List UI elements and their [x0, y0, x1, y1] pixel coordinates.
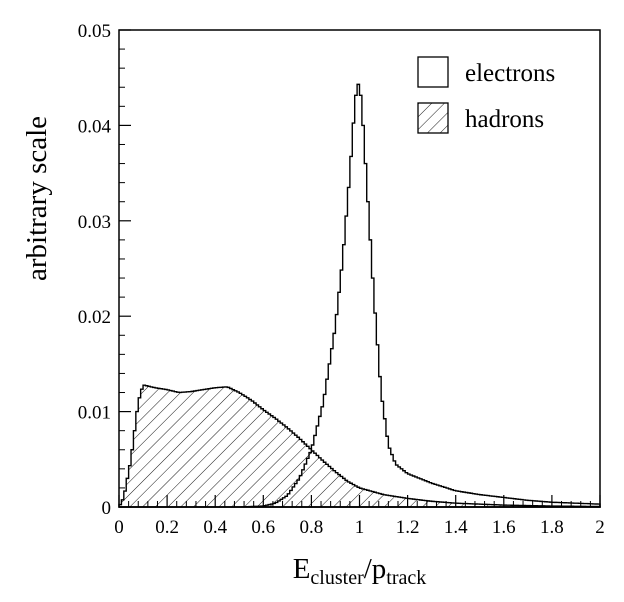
- x-axis-title-sep: /p: [364, 553, 387, 585]
- legend-swatch-electrons: [417, 56, 449, 88]
- x-tick-label: 1.2: [396, 517, 420, 538]
- y-tick-label: 0: [102, 498, 112, 519]
- y-axis: 0 0.01 0.02 0.03 0.04 0.05: [78, 21, 131, 519]
- legend-label-hadrons: hadrons: [465, 106, 544, 133]
- x-axis-title-main: E: [293, 553, 311, 585]
- y-tick-label: 0.04: [78, 116, 112, 137]
- y-axis-title: arbitrary scale: [21, 116, 53, 281]
- y-tick-label: 0.01: [78, 403, 111, 424]
- legend: electrons hadrons: [417, 56, 555, 134]
- legend-swatch-hadrons: [417, 102, 449, 134]
- x-axis-title-sub1: cluster: [310, 567, 364, 589]
- x-tick-label: 0: [114, 517, 124, 538]
- y-tick-label: 0.02: [78, 307, 111, 328]
- y-tick-label: 0.03: [78, 212, 111, 233]
- x-tick-label: 0.2: [155, 517, 179, 538]
- x-tick-label: 1.8: [540, 517, 564, 538]
- y-tick-label: 0.05: [78, 21, 111, 42]
- series-hadrons: [118, 384, 601, 508]
- x-axis-title: Ecluster/ptrack: [293, 553, 427, 589]
- x-tick-label: 1: [355, 517, 365, 538]
- series-layer: [118, 83, 601, 508]
- x-tick-label: 0.8: [300, 517, 324, 538]
- x-tick-label: 1.6: [492, 517, 516, 538]
- x-tick-label: 2: [595, 517, 605, 538]
- x-tick-label: 1.4: [444, 517, 468, 538]
- x-axis: 0 0.2 0.4 0.6 0.8 1 1.2 1.4 1.6 1.8 2: [114, 495, 605, 538]
- x-axis-title-sub2: track: [386, 567, 426, 589]
- legend-label-electrons: electrons: [465, 60, 555, 87]
- x-tick-label: 0.4: [203, 517, 227, 538]
- x-tick-label: 0.6: [251, 517, 275, 538]
